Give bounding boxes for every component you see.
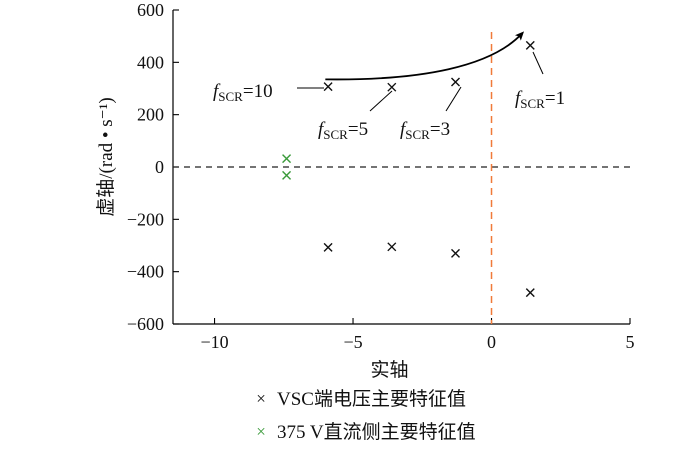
y-tick-label: −400	[127, 262, 164, 282]
y-axis-label: 虚轴/(rad • s⁻¹)	[95, 97, 117, 216]
annotation-leader-line	[532, 51, 544, 75]
annotation-leader-line	[369, 90, 393, 112]
x-tick-label: 0	[487, 332, 496, 352]
data-point-stroke	[323, 242, 333, 252]
legend-marker: ×	[256, 422, 266, 441]
annotation-leader-line	[445, 86, 462, 112]
data-point-stroke	[323, 82, 333, 92]
x-tick-label: −5	[343, 332, 362, 352]
data-point-dc	[282, 154, 292, 164]
data-point-dc	[282, 170, 292, 180]
data-point-stroke	[282, 170, 292, 180]
data-point-vsc	[323, 82, 333, 92]
data-point-vsc	[525, 40, 535, 50]
legend-marker: ×	[256, 389, 266, 408]
annotation-fscr-label: fSCR=1	[515, 88, 565, 111]
data-point-stroke	[387, 242, 397, 252]
data-point-vsc	[387, 242, 397, 252]
y-tick-label: −200	[127, 209, 164, 229]
scr-trajectory-arrow	[325, 31, 525, 81]
data-point-stroke	[282, 154, 292, 164]
x-axis-label: 实轴	[370, 359, 408, 381]
x-tick-label: 5	[626, 332, 635, 352]
y-tick-label: 600	[137, 0, 164, 20]
data-point-vsc	[525, 288, 535, 298]
data-point-stroke	[451, 248, 461, 258]
data-point-stroke	[387, 82, 397, 92]
data-point-vsc	[451, 77, 461, 87]
x-tick-label: −10	[200, 332, 228, 352]
y-tick-label: 0	[155, 157, 164, 177]
data-point-vsc	[387, 82, 397, 92]
y-tick-label: −600	[127, 314, 164, 334]
data-point-stroke	[451, 77, 461, 87]
legend-label: VSC端电压主要特征值	[277, 388, 466, 410]
data-point-stroke	[525, 288, 535, 298]
legend-label: 375 V直流侧主要特征值	[277, 421, 476, 443]
y-tick-label: 400	[137, 52, 164, 72]
annotation-fscr-label: fSCR=3	[400, 119, 450, 142]
data-point-vsc	[451, 248, 461, 258]
data-point-vsc	[323, 242, 333, 252]
annotation-fscr-label: fSCR=5	[318, 119, 368, 142]
data-point-stroke	[525, 40, 535, 50]
y-tick-label: 200	[137, 105, 164, 125]
annotation-fscr-label: fSCR=10	[213, 81, 273, 104]
